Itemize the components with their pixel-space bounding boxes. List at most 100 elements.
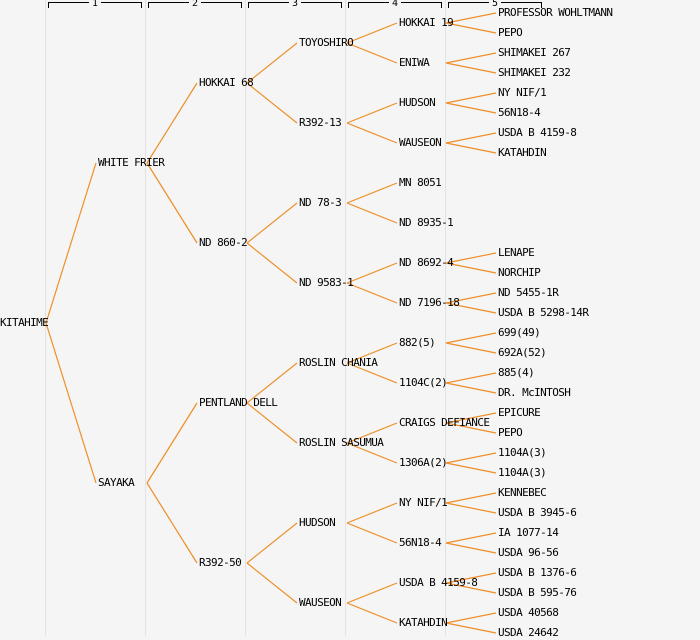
pedigree-edge [346, 582, 398, 604]
pedigree-edge [146, 482, 198, 564]
pedigree-edge [45, 322, 97, 484]
pedigree-node-882-5: 882(5) [399, 336, 436, 349]
pedigree-edge [346, 262, 398, 284]
pedigree-edge [346, 22, 398, 44]
pedigree-node-katahdin: KATAHDIN [399, 616, 448, 629]
pedigree-node-56n18-4: 56N18-4 [498, 106, 541, 119]
pedigree-node-hokkai-19: HOKKAI 19 [399, 16, 454, 29]
pedigree-edge [346, 502, 398, 524]
pedigree-node-usda-b-595-76: USDA B 595-76 [498, 586, 577, 599]
generation-ruler-label: 5 [488, 0, 502, 9]
pedigree-node-kitahime: KITAHIME [0, 316, 49, 329]
pedigree-node-1104a-3: 1104A(3) [498, 466, 547, 479]
pedigree-edge [445, 532, 497, 544]
pedigree-edge [445, 132, 497, 144]
pedigree-node-1104a-3: 1104A(3) [498, 446, 547, 459]
pedigree-node-pepo: PEPO [498, 426, 523, 439]
pedigree-edge [346, 522, 398, 544]
pedigree-node-sayaka: SAYAKA [98, 476, 135, 489]
pedigree-node-lenape: LENAPE [498, 246, 535, 259]
pedigree-edge [445, 462, 497, 474]
pedigree-edge [346, 422, 398, 444]
column-separator-line [245, 0, 246, 636]
pedigree-edge [246, 562, 298, 604]
pedigree-edge [445, 492, 497, 504]
pedigree-node-1306a-2: 1306A(2) [399, 456, 448, 469]
pedigree-edge [445, 142, 497, 154]
pedigree-node-ia-1077-14: IA 1077-14 [498, 526, 559, 539]
pedigree-edge [445, 422, 497, 434]
pedigree-edge [445, 622, 497, 634]
pedigree-edge [246, 42, 298, 84]
pedigree-edge [445, 292, 497, 304]
pedigree-edge [445, 612, 497, 624]
pedigree-node-norchip: NORCHIP [498, 266, 541, 279]
pedigree-edge [445, 332, 497, 344]
pedigree-edge [246, 522, 298, 564]
pedigree-node-eniwa: ENIWA [399, 56, 430, 69]
pedigree-edge [246, 362, 298, 404]
pedigree-node-usda-24642: USDA 24642 [498, 626, 559, 639]
pedigree-node-dr-mcintosh: DR. McINTOSH [498, 386, 571, 399]
pedigree-edge [445, 102, 497, 114]
pedigree-edge [246, 402, 298, 444]
pedigree-edge [246, 202, 298, 244]
pedigree-node-pentland-dell: PENTLAND DELL [199, 396, 278, 409]
pedigree-node-hudson: HUDSON [299, 516, 336, 529]
pedigree-edge [146, 82, 198, 164]
pedigree-node-pepo: PEPO [498, 26, 523, 39]
pedigree-node-roslin-chania: ROSLIN CHANIA [299, 356, 378, 369]
pedigree-node-nd-78-3: ND 78-3 [299, 196, 342, 209]
pedigree-node-hudson: HUDSON [399, 96, 436, 109]
pedigree-node-nd-860-2: ND 860-2 [199, 236, 248, 249]
pedigree-node-kennebec: KENNEBEC [498, 486, 547, 499]
pedigree-edge [346, 202, 398, 224]
pedigree-node-56n18-4: 56N18-4 [399, 536, 442, 549]
pedigree-edge [346, 442, 398, 464]
pedigree-edge [146, 162, 198, 244]
pedigree-node-r392-50: R392-50 [199, 556, 242, 569]
generation-ruler-span-5: 5 [448, 0, 542, 9]
pedigree-node-usda-96-56: USDA 96-56 [498, 546, 559, 559]
pedigree-node-usda-b-4159-8: USDA B 4159-8 [399, 576, 478, 589]
pedigree-edge [445, 22, 497, 34]
pedigree-edge [246, 82, 298, 124]
pedigree-edge [445, 382, 497, 394]
pedigree-node-usda-b-1376-6: USDA B 1376-6 [498, 566, 577, 579]
column-separator-line [445, 0, 446, 636]
pedigree-edge [445, 302, 497, 314]
pedigree-edge [445, 62, 497, 74]
pedigree-edge [445, 502, 497, 514]
pedigree-node-shimakei-232: SHIMAKEI 232 [498, 66, 571, 79]
pedigree-node-roslin-sasumua: ROSLIN SASUMUA [299, 436, 384, 449]
pedigree-edge [445, 572, 497, 584]
generation-ruler-label: 4 [388, 0, 402, 9]
pedigree-edge [445, 92, 497, 104]
pedigree-node-usda-40568: USDA 40568 [498, 606, 559, 619]
pedigree-node-wauseon: WAUSEON [399, 136, 442, 149]
column-separator-line [345, 0, 346, 636]
pedigree-node-885-4: 885(4) [498, 366, 535, 379]
pedigree-node-ny-nif-1: NY NIF/1 [399, 496, 448, 509]
pedigree-node-epicure: EPICURE [498, 406, 541, 419]
pedigree-node-white-frier: WHITE FRIER [98, 156, 165, 169]
pedigree-node-professor-wohltmann: PROFESSOR WOHLTMANN [498, 6, 613, 19]
pedigree-node-hokkai-68: HOKKAI 68 [199, 76, 254, 89]
pedigree-edge [346, 42, 398, 64]
pedigree-node-toyoshiro: TOYOSHIRO [299, 36, 354, 49]
pedigree-node-usda-b-4159-8: USDA B 4159-8 [498, 126, 577, 139]
pedigree-edge [445, 542, 497, 554]
generation-ruler-label: 1 [88, 0, 102, 9]
pedigree-node-shimakei-267: SHIMAKEI 267 [498, 46, 571, 59]
column-separator-line [145, 0, 146, 636]
pedigree-node-ny-nif-1: NY NIF/1 [498, 86, 547, 99]
pedigree-node-nd-5455-1r: ND 5455-1R [498, 286, 559, 299]
pedigree-edge [45, 162, 97, 324]
pedigree-node-katahdin: KATAHDIN [498, 146, 547, 159]
pedigree-node-699-49: 699(49) [498, 326, 541, 339]
pedigree-edge [445, 412, 497, 424]
generation-ruler-span-4: 4 [348, 0, 442, 9]
pedigree-edge [445, 262, 497, 274]
generation-ruler-span-1: 1 [48, 0, 142, 9]
